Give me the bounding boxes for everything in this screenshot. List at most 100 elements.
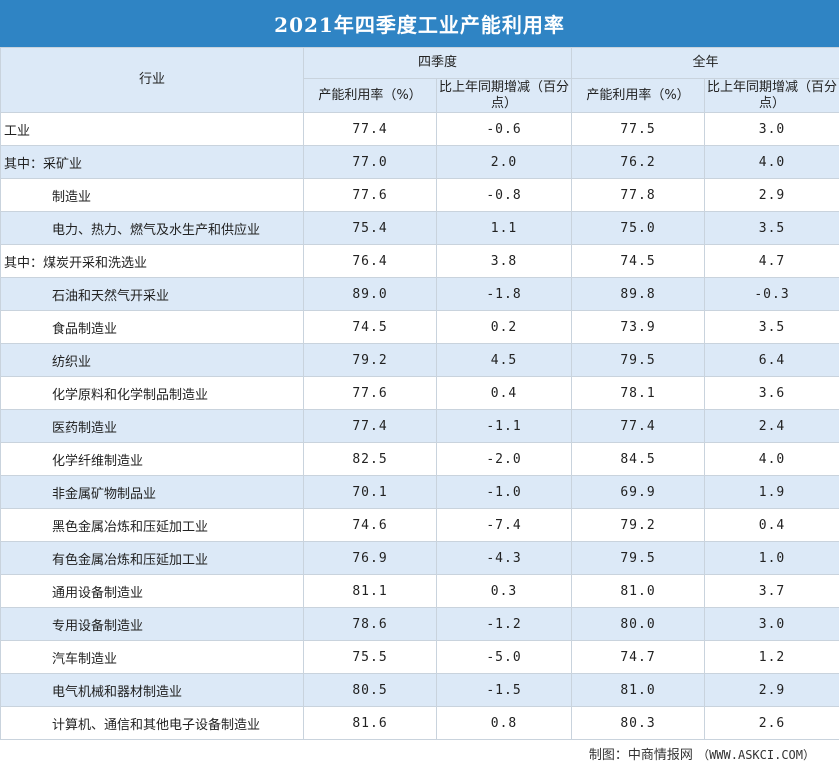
industry-prefix: 其中： (4, 156, 44, 172)
table-row: 化学原料和化学制品制造业 77.6 0.4 78.1 3.6 (0, 376, 839, 410)
table-row: 汽车制造业 75.5 -5.0 74.7 1.2 (0, 640, 839, 674)
industry-cell: 汽车制造业 (0, 640, 304, 674)
q4-rate-cell: 77.6 (303, 376, 437, 410)
industry-name: 专用设备制造业 (52, 618, 144, 634)
year-change-cell: 6.4 (704, 343, 839, 377)
q4-rate-cell: 76.4 (303, 244, 437, 278)
industry-name: 制造业 (52, 189, 92, 205)
year-rate-cell: 81.0 (571, 574, 706, 608)
year-rate-cell: 69.9 (571, 475, 706, 509)
q4-change-cell: -0.8 (435, 178, 573, 212)
q4-change-cell: 0.2 (435, 310, 573, 344)
industry-cell: 工业 (0, 112, 304, 146)
table-row: 其中：采矿业 77.0 2.0 76.2 4.0 (0, 145, 839, 179)
header-year-rate: 产能利用率（%） (571, 78, 706, 113)
industry-cell: 化学纤维制造业 (0, 442, 304, 476)
year-rate-cell: 79.5 (571, 541, 706, 575)
industry-name: 医药制造业 (52, 420, 118, 436)
industry-name: 化学纤维制造业 (52, 453, 144, 469)
industry-cell: 有色金属冶炼和压延加工业 (0, 541, 304, 575)
year-rate-cell: 74.5 (571, 244, 706, 278)
q4-change-cell: -1.1 (435, 409, 573, 443)
q4-rate-cell: 81.6 (303, 706, 437, 740)
year-change-cell: 0.4 (704, 508, 839, 542)
q4-change-cell: 0.4 (435, 376, 573, 410)
industry-cell: 非金属矿物制品业 (0, 475, 304, 509)
industry-cell: 医药制造业 (0, 409, 304, 443)
source-label: 制图：中商情报网 (588, 748, 693, 763)
industry-cell: 石油和天然气开采业 (0, 277, 304, 311)
q4-change-cell: -7.4 (435, 508, 573, 542)
year-rate-cell: 77.8 (571, 178, 706, 212)
q4-rate-cell: 78.6 (303, 607, 437, 641)
industry-cell: 其中：煤炭开采和洗选业 (0, 244, 304, 278)
table-row: 石油和天然气开采业 89.0 -1.8 89.8 -0.3 (0, 277, 839, 311)
table-title: 2021年四季度工业产能利用率 (0, 0, 839, 47)
q4-change-cell: -0.6 (435, 112, 573, 146)
table-row: 制造业 77.6 -0.8 77.8 2.9 (0, 178, 839, 212)
industry-cell: 其中：采矿业 (0, 145, 304, 179)
q4-rate-cell: 76.9 (303, 541, 437, 575)
industry-name: 工业 (4, 123, 31, 139)
q4-change-cell: -1.8 (435, 277, 573, 311)
year-rate-cell: 77.5 (571, 112, 706, 146)
table-row: 电气机械和器材制造业 80.5 -1.5 81.0 2.9 (0, 673, 839, 707)
industry-cell: 通用设备制造业 (0, 574, 304, 608)
year-rate-cell: 79.2 (571, 508, 706, 542)
year-rate-cell: 81.0 (571, 673, 706, 707)
q4-change-cell: -1.5 (435, 673, 573, 707)
year-change-cell: 3.0 (704, 112, 839, 146)
year-rate-cell: 73.9 (571, 310, 706, 344)
industry-cell: 计算机、通信和其他电子设备制造业 (0, 706, 304, 740)
q4-change-cell: 4.5 (435, 343, 573, 377)
year-rate-cell: 79.5 (571, 343, 706, 377)
year-change-cell: 2.9 (704, 673, 839, 707)
header-industry: 行业 (0, 47, 304, 113)
q4-rate-cell: 70.1 (303, 475, 437, 509)
industry-name: 计算机、通信和其他电子设备制造业 (52, 717, 261, 733)
q4-change-cell: 0.8 (435, 706, 573, 740)
q4-rate-cell: 77.4 (303, 409, 437, 443)
source-credit: 制图：中商情报网 （WWW.ASKCI.COM） (589, 744, 815, 763)
year-change-cell: 1.2 (704, 640, 839, 674)
year-change-cell: 2.9 (704, 178, 839, 212)
q4-rate-cell: 77.4 (303, 112, 437, 146)
year-change-cell: 1.0 (704, 541, 839, 575)
year-change-cell: 2.6 (704, 706, 839, 740)
table-row: 纺织业 79.2 4.5 79.5 6.4 (0, 343, 839, 377)
header-year: 全年 (571, 47, 839, 79)
q4-change-cell: 0.3 (435, 574, 573, 608)
q4-change-cell: -1.2 (435, 607, 573, 641)
industry-cell: 制造业 (0, 178, 304, 212)
table-row: 其中：煤炭开采和洗选业 76.4 3.8 74.5 4.7 (0, 244, 839, 278)
year-change-cell: -0.3 (704, 277, 839, 311)
table-row: 计算机、通信和其他电子设备制造业 81.6 0.8 80.3 2.6 (0, 706, 839, 740)
industry-name: 纺织业 (52, 354, 92, 370)
industry-name: 电力、热力、燃气及水生产和供应业 (52, 222, 261, 238)
industry-cell: 电气机械和器材制造业 (0, 673, 304, 707)
q4-rate-cell: 80.5 (303, 673, 437, 707)
table-row: 有色金属冶炼和压延加工业 76.9 -4.3 79.5 1.0 (0, 541, 839, 575)
year-rate-cell: 76.2 (571, 145, 706, 179)
q4-change-cell: -5.0 (435, 640, 573, 674)
q4-change-cell: -4.3 (435, 541, 573, 575)
year-change-cell: 3.7 (704, 574, 839, 608)
table-row: 化学纤维制造业 82.5 -2.0 84.5 4.0 (0, 442, 839, 476)
q4-rate-cell: 82.5 (303, 442, 437, 476)
table-row: 专用设备制造业 78.6 -1.2 80.0 3.0 (0, 607, 839, 641)
year-change-cell: 3.5 (704, 310, 839, 344)
table-row: 医药制造业 77.4 -1.1 77.4 2.4 (0, 409, 839, 443)
year-rate-cell: 80.0 (571, 607, 706, 641)
header-year-change: 比上年同期增减（百分点） (704, 78, 839, 113)
industry-name: 非金属矿物制品业 (52, 486, 157, 502)
year-rate-cell: 78.1 (571, 376, 706, 410)
year-rate-cell: 74.7 (571, 640, 706, 674)
industry-name: 石油和天然气开采业 (52, 288, 170, 304)
header-q4-rate: 产能利用率（%） (303, 78, 437, 113)
industry-name: 黑色金属冶炼和压延加工业 (52, 519, 209, 535)
table-row: 黑色金属冶炼和压延加工业 74.6 -7.4 79.2 0.4 (0, 508, 839, 542)
q4-rate-cell: 77.6 (303, 178, 437, 212)
industry-cell: 纺织业 (0, 343, 304, 377)
industry-name: 通用设备制造业 (52, 585, 144, 601)
